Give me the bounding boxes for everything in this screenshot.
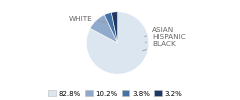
Text: WHITE: WHITE [69, 16, 107, 22]
Wedge shape [104, 12, 118, 43]
Text: ASIAN: ASIAN [144, 27, 174, 36]
Wedge shape [86, 12, 149, 74]
Text: BLACK: BLACK [143, 41, 176, 51]
Wedge shape [90, 15, 118, 43]
Text: HISPANIC: HISPANIC [145, 34, 186, 42]
Wedge shape [111, 12, 118, 43]
Legend: 82.8%, 10.2%, 3.8%, 3.2%: 82.8%, 10.2%, 3.8%, 3.2% [48, 90, 182, 96]
